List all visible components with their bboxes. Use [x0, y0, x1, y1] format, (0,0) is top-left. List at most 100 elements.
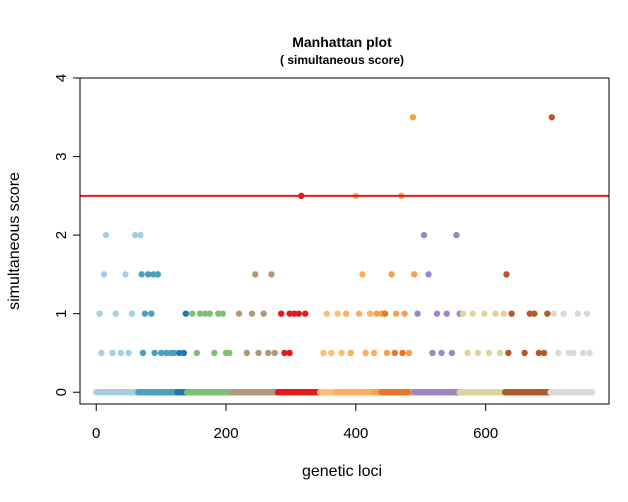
data-point — [438, 349, 445, 357]
data-point — [359, 271, 366, 278]
data-point — [469, 310, 476, 317]
data-point — [176, 349, 183, 357]
data-point — [137, 231, 144, 239]
data-point — [548, 114, 556, 121]
data-point — [150, 271, 157, 278]
data-point — [399, 349, 406, 357]
data-point — [211, 349, 218, 357]
data-point — [148, 310, 155, 317]
y-axis-label: simultaneous score — [6, 172, 23, 310]
data-point — [144, 271, 152, 278]
x-axis: 0 200 400 600 — [92, 403, 498, 442]
data-point — [586, 349, 593, 357]
data-point — [433, 310, 441, 317]
data-point — [154, 271, 162, 278]
data-point — [182, 310, 189, 317]
data-point — [206, 310, 214, 317]
data-point — [286, 349, 293, 357]
point-zero — [404, 389, 411, 396]
data-point — [252, 271, 259, 278]
data-point — [496, 349, 504, 357]
data-point — [131, 231, 139, 239]
y-tick-label: 4 — [53, 74, 70, 82]
x-tick-label: 400 — [343, 425, 368, 442]
data-point — [420, 231, 428, 239]
data-point — [574, 310, 582, 317]
data-point — [521, 349, 528, 357]
data-point — [388, 271, 395, 278]
data-point — [453, 231, 460, 239]
data-point — [550, 310, 558, 317]
data-point — [196, 310, 204, 317]
data-point — [579, 349, 587, 357]
data-point — [492, 310, 499, 317]
data-point — [505, 349, 512, 357]
data-point — [286, 310, 293, 317]
data-point — [157, 349, 165, 357]
y-tick-label: 2 — [53, 231, 70, 239]
data-point — [485, 349, 493, 357]
data-point — [163, 349, 170, 357]
y-tick-label: 3 — [53, 152, 70, 160]
data-point — [526, 310, 534, 317]
data-point — [409, 114, 417, 121]
data-point — [383, 349, 391, 357]
data-point — [334, 310, 341, 317]
data-point — [290, 310, 298, 317]
data-point — [320, 349, 327, 357]
data-point — [347, 349, 354, 357]
data-point — [327, 349, 335, 357]
data-point — [170, 349, 178, 357]
data-point — [141, 310, 149, 317]
point-zero — [588, 389, 596, 396]
data-point — [540, 349, 548, 357]
data-point — [429, 349, 436, 357]
data-point — [226, 349, 233, 357]
data-point — [448, 349, 456, 357]
data-point — [535, 349, 543, 357]
data-point — [565, 349, 572, 357]
data-point — [391, 349, 399, 357]
data-point — [278, 310, 285, 317]
data-point — [202, 310, 209, 317]
data-point — [112, 310, 119, 317]
x-tick-label: 200 — [214, 425, 239, 442]
data-point — [323, 310, 330, 317]
data-point — [401, 310, 408, 317]
data-point — [243, 349, 251, 357]
data-point — [122, 271, 129, 278]
data-point — [248, 310, 256, 317]
data-point — [235, 310, 243, 317]
data-point — [392, 310, 400, 317]
data-point — [255, 349, 262, 357]
data-point — [260, 310, 267, 317]
data-point — [139, 349, 147, 357]
data-point — [102, 231, 110, 239]
data-point — [508, 310, 515, 317]
x-tick-label: 0 — [92, 425, 100, 442]
data-point — [583, 310, 591, 317]
data-point — [96, 310, 103, 317]
x-axis-label: genetic loci — [302, 463, 382, 480]
data-point — [215, 310, 222, 317]
data-point — [570, 349, 577, 357]
x-tick-label: 600 — [473, 425, 498, 442]
data-point — [555, 349, 562, 357]
data-point — [425, 271, 432, 278]
data-point — [281, 349, 288, 357]
y-axis: 0 1 2 3 4 — [53, 74, 81, 396]
data-point — [100, 271, 108, 278]
data-point — [464, 349, 471, 357]
data-point — [268, 271, 275, 278]
chart-subtitle: ( simultaneous score) — [280, 53, 404, 67]
chart-title: Manhattan plot — [292, 34, 392, 50]
data-point — [193, 349, 201, 357]
data-point — [338, 349, 345, 357]
data-point — [503, 271, 510, 278]
data-point — [443, 310, 450, 317]
data-point — [138, 271, 145, 278]
data-point — [370, 349, 378, 357]
data-point — [302, 310, 309, 317]
data-point — [109, 349, 116, 357]
data-point — [411, 271, 418, 278]
